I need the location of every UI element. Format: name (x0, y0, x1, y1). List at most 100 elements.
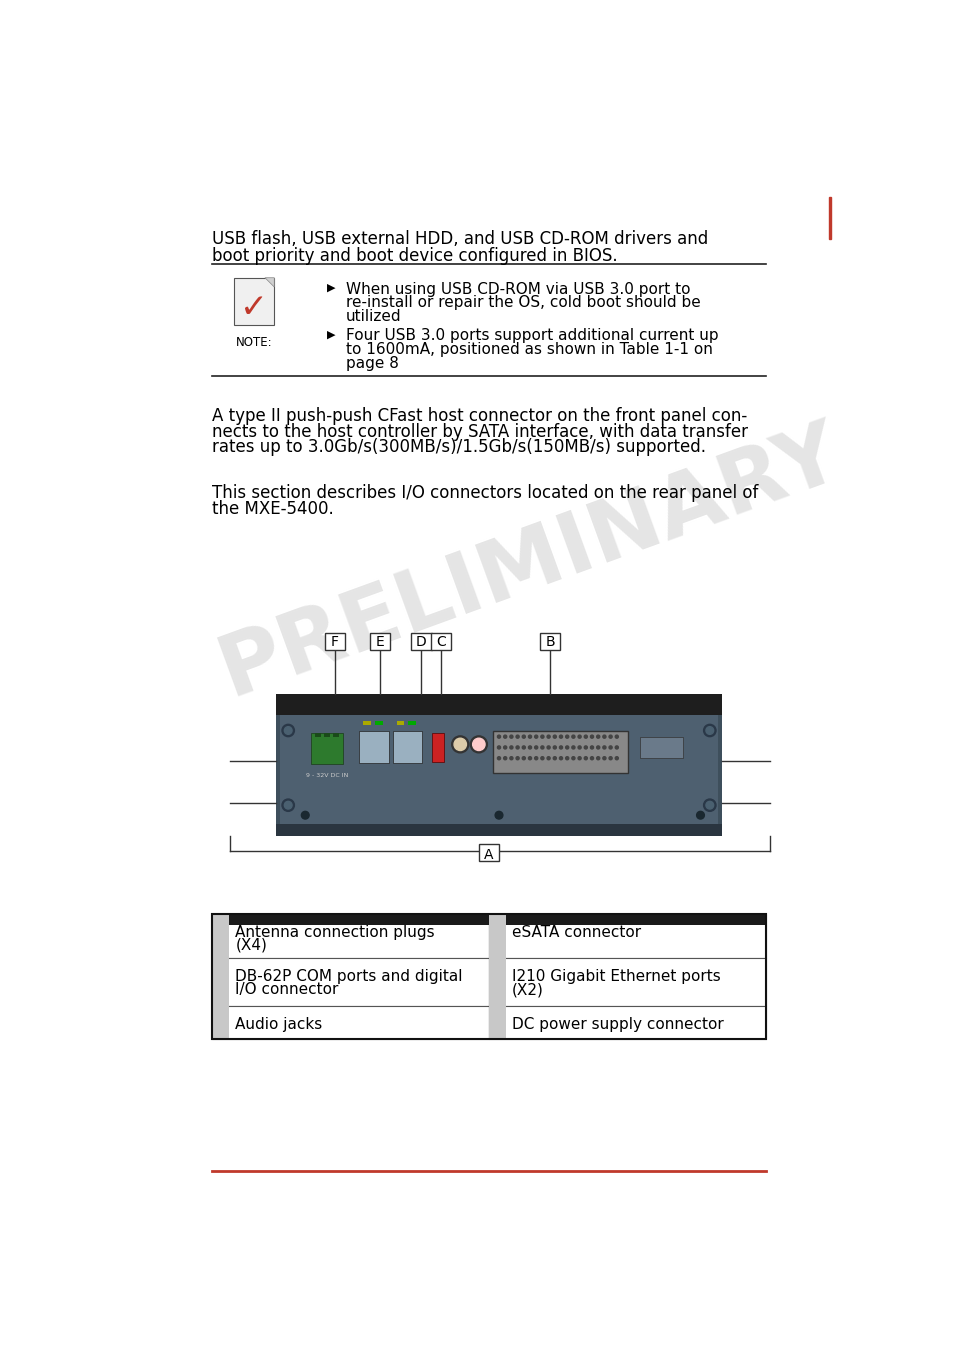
Circle shape (578, 746, 580, 749)
Text: I/O connector: I/O connector (235, 983, 338, 998)
Text: ✓: ✓ (240, 291, 268, 323)
Circle shape (521, 746, 525, 749)
Circle shape (590, 757, 593, 760)
Text: re-install or repair the OS, cold boot should be: re-install or repair the OS, cold boot s… (345, 296, 700, 311)
Circle shape (301, 811, 309, 819)
Bar (639, 737, 682, 758)
Circle shape (521, 757, 525, 760)
Circle shape (452, 735, 468, 753)
Circle shape (534, 735, 537, 738)
Text: E: E (375, 635, 384, 649)
Text: the MXE-5400.: the MXE-5400. (212, 499, 334, 518)
Text: DC power supply connector: DC power supply connector (512, 1017, 723, 1032)
Circle shape (546, 735, 550, 738)
Circle shape (703, 799, 716, 811)
Circle shape (509, 757, 513, 760)
Circle shape (705, 802, 713, 808)
Text: ▶: ▶ (327, 283, 335, 293)
Text: to 1600mA, positioned as shown in Table 1-1 on: to 1600mA, positioned as shown in Table … (345, 342, 712, 357)
Text: NOTE:: NOTE: (235, 337, 273, 349)
Bar (275, 694, 721, 836)
Circle shape (454, 738, 466, 750)
Text: When using USB CD-ROM via USB 3.0 port to: When using USB CD-ROM via USB 3.0 port t… (345, 281, 689, 296)
Text: D: D (416, 635, 426, 649)
Bar (212, 914, 229, 959)
Bar (279, 715, 718, 825)
Circle shape (583, 757, 587, 760)
Circle shape (503, 746, 506, 749)
Text: eSATA connector: eSATA connector (512, 925, 640, 940)
Bar (212, 959, 229, 1006)
Circle shape (497, 757, 500, 760)
Circle shape (553, 735, 556, 738)
Circle shape (608, 735, 612, 738)
Text: Audio jacks: Audio jacks (235, 1017, 322, 1032)
Circle shape (521, 735, 525, 738)
Text: utilized: utilized (345, 310, 401, 324)
Circle shape (571, 757, 575, 760)
Text: nects to the host controller by SATA interface, with data transfer: nects to the host controller by SATA int… (212, 423, 747, 441)
Bar (539, 634, 559, 650)
Circle shape (608, 757, 612, 760)
Text: DB-62P COM ports and digital: DB-62P COM ports and digital (235, 969, 462, 984)
Circle shape (602, 746, 605, 749)
Circle shape (590, 735, 593, 738)
Circle shape (509, 746, 513, 749)
Circle shape (565, 746, 568, 749)
Circle shape (596, 735, 599, 738)
Circle shape (534, 746, 537, 749)
Circle shape (558, 746, 562, 749)
Circle shape (583, 735, 587, 738)
Bar (488, 1006, 505, 1038)
Bar (212, 959, 488, 1006)
Bar (359, 730, 389, 763)
Circle shape (516, 735, 518, 738)
Text: USB flash, USB external HDD, and USB CD-ROM drivers and: USB flash, USB external HDD, and USB CD-… (212, 230, 708, 247)
Bar (212, 1006, 229, 1038)
Bar (324, 634, 344, 650)
Bar (828, 197, 831, 239)
Circle shape (282, 799, 294, 811)
Circle shape (546, 757, 550, 760)
Bar (478, 844, 498, 861)
Bar (311, 733, 343, 764)
Bar (488, 959, 505, 1006)
Bar (275, 694, 721, 715)
Bar (488, 914, 765, 959)
Bar (493, 730, 628, 773)
Text: boot priority and boot device configured in BIOS.: boot priority and boot device configured… (212, 247, 618, 265)
Text: (X2): (X2) (512, 983, 543, 998)
Bar (275, 825, 721, 836)
Circle shape (578, 735, 580, 738)
Bar (333, 733, 339, 737)
Circle shape (470, 735, 487, 753)
Bar (375, 721, 382, 725)
Circle shape (497, 746, 500, 749)
Circle shape (602, 735, 605, 738)
Bar (363, 721, 371, 725)
Text: page 8: page 8 (345, 356, 398, 370)
Text: Antenna connection plugs: Antenna connection plugs (235, 925, 435, 940)
Polygon shape (265, 277, 274, 287)
Circle shape (571, 735, 575, 738)
Circle shape (503, 735, 506, 738)
Text: ▶: ▶ (327, 330, 335, 339)
Circle shape (615, 746, 618, 749)
Bar (411, 634, 431, 650)
Bar (488, 914, 505, 959)
Circle shape (596, 746, 599, 749)
Bar (314, 733, 320, 737)
Circle shape (553, 757, 556, 760)
Circle shape (553, 746, 556, 749)
Text: PRELIMINARY: PRELIMINARY (208, 411, 851, 714)
Text: B: B (545, 635, 555, 649)
Circle shape (540, 735, 543, 738)
Circle shape (284, 726, 292, 734)
Bar (408, 721, 416, 725)
Bar (212, 914, 488, 959)
Circle shape (472, 738, 484, 750)
Circle shape (540, 746, 543, 749)
Circle shape (565, 757, 568, 760)
Circle shape (578, 757, 580, 760)
Bar (396, 721, 404, 725)
